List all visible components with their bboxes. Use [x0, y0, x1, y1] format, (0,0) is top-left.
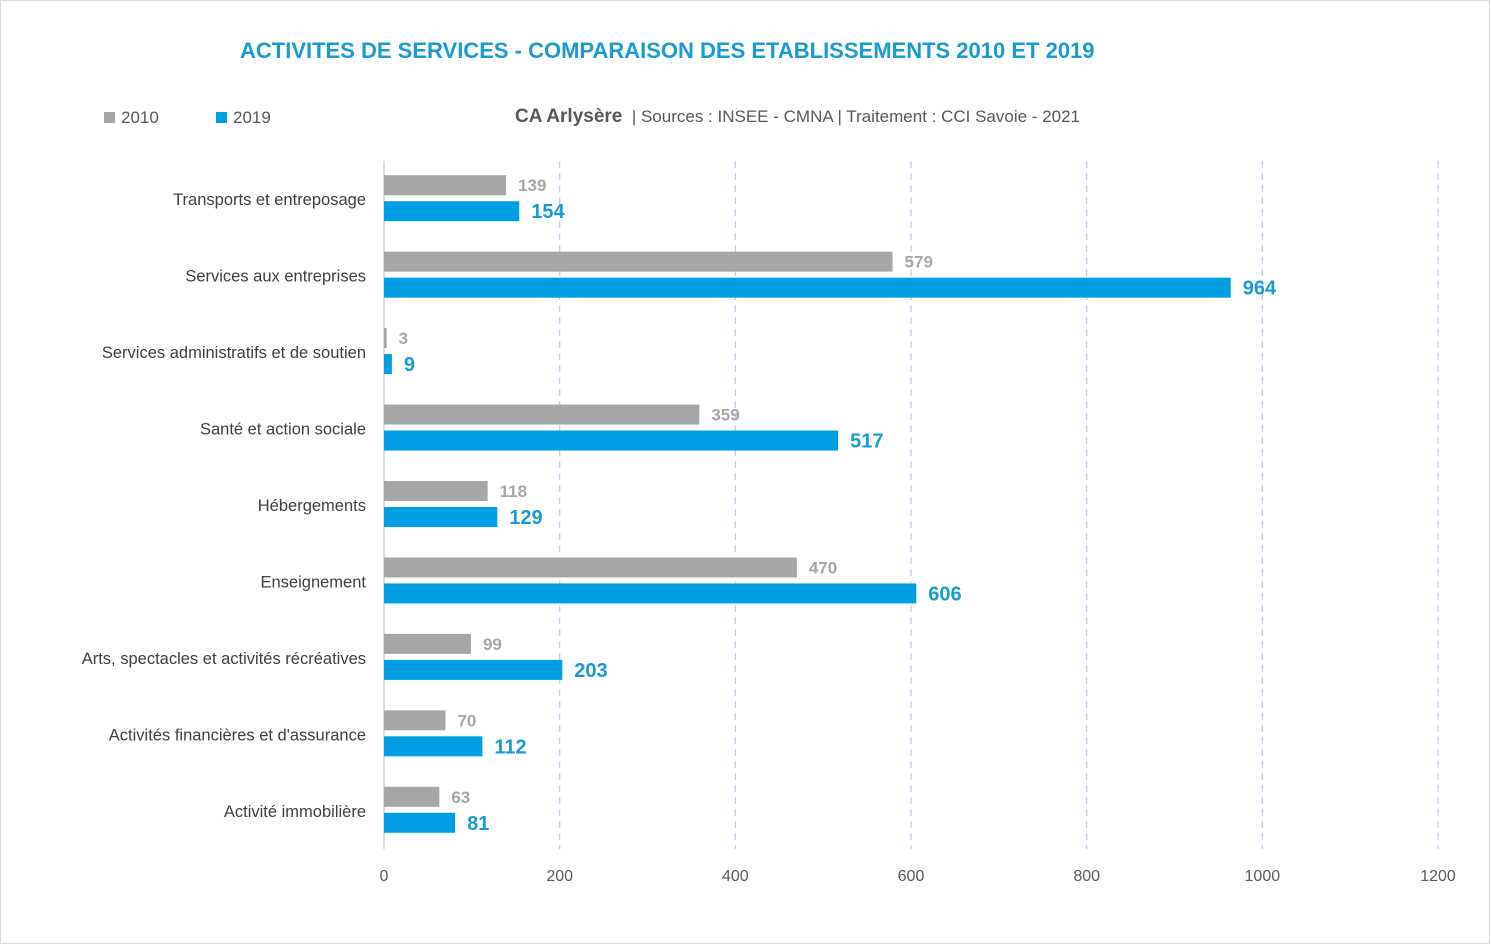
data-label-2010: 99 — [483, 635, 502, 654]
data-label-2019: 517 — [850, 431, 883, 453]
category-label: Enseignement — [261, 573, 367, 591]
bar-2010 — [384, 557, 797, 578]
data-label-2019: 203 — [574, 660, 607, 682]
bar-2019 — [384, 277, 1231, 298]
data-label-2010: 70 — [457, 711, 476, 730]
subtitle-area: CA Arlysère — [515, 106, 623, 127]
x-tick-label-0: 0 — [380, 868, 389, 885]
x-tick-label-200: 200 — [546, 868, 573, 885]
bar-2019 — [384, 430, 839, 451]
data-label-2010: 3 — [399, 329, 408, 348]
bar-2019 — [384, 201, 520, 222]
x-tick-label-1000: 1000 — [1245, 868, 1281, 885]
bar-2010 — [384, 251, 893, 272]
bar-2019 — [384, 812, 456, 833]
x-tick-label-1200: 1200 — [1420, 868, 1456, 885]
data-label-2019: 964 — [1243, 278, 1277, 300]
bar-2010 — [384, 175, 507, 196]
legend-label-2019: 2019 — [233, 108, 271, 127]
bar-2019 — [384, 736, 483, 757]
bar-2010 — [384, 633, 471, 654]
bar-2010 — [384, 481, 488, 501]
chart-subtitle: CA Arlysère | Sources : INSEE - CMNA | T… — [515, 106, 1080, 128]
data-label-2010: 359 — [711, 406, 739, 425]
data-label-2010: 470 — [809, 558, 837, 577]
x-tick-label-800: 800 — [1073, 868, 1100, 885]
category-label: Activité immobilière — [224, 803, 366, 821]
bar-2010 — [384, 328, 387, 349]
bar-2019 — [384, 583, 917, 604]
legend-swatch-2010 — [104, 112, 115, 123]
bar-2019 — [384, 507, 498, 527]
legend-label-2010: 2010 — [121, 108, 159, 127]
data-label-2019: 154 — [531, 201, 565, 223]
data-label-2019: 9 — [404, 354, 415, 376]
data-label-2010: 579 — [905, 253, 933, 272]
category-label: Santé et action sociale — [200, 421, 366, 439]
bar-2019 — [384, 354, 392, 375]
bar-2010 — [384, 404, 700, 425]
chart-title: ACTIVITES DE SERVICES - COMPARAISON DES … — [240, 38, 1095, 63]
bar-2019 — [384, 659, 563, 680]
x-tick-label-600: 600 — [898, 868, 925, 885]
subtitle-sources: | Sources : INSEE - CMNA | Traitement : … — [631, 107, 1080, 126]
data-label-2010: 118 — [500, 482, 527, 501]
category-label: Hébergements — [258, 497, 366, 515]
data-label-2019: 606 — [928, 583, 961, 605]
category-label: Activités financières et d'assurance — [109, 726, 366, 744]
x-tick-label-400: 400 — [722, 868, 749, 885]
legend-swatch-2019 — [216, 112, 227, 123]
category-label: Transports et entreposage — [173, 191, 366, 209]
data-label-2019: 81 — [467, 813, 489, 835]
data-label-2010: 63 — [451, 788, 470, 807]
data-label-2019: 112 — [494, 736, 526, 758]
bar-2010 — [384, 710, 446, 731]
legend-item-2010: 2010 — [104, 108, 159, 128]
category-label: Arts, spectacles et activités récréative… — [82, 650, 366, 668]
category-label: Services administratifs et de soutien — [102, 344, 366, 362]
category-label: Services aux entreprises — [185, 268, 366, 286]
data-label-2019: 129 — [509, 507, 542, 529]
data-label-2010: 139 — [518, 176, 546, 195]
legend-item-2019: 2019 — [216, 108, 271, 128]
bar-2010 — [384, 786, 440, 807]
